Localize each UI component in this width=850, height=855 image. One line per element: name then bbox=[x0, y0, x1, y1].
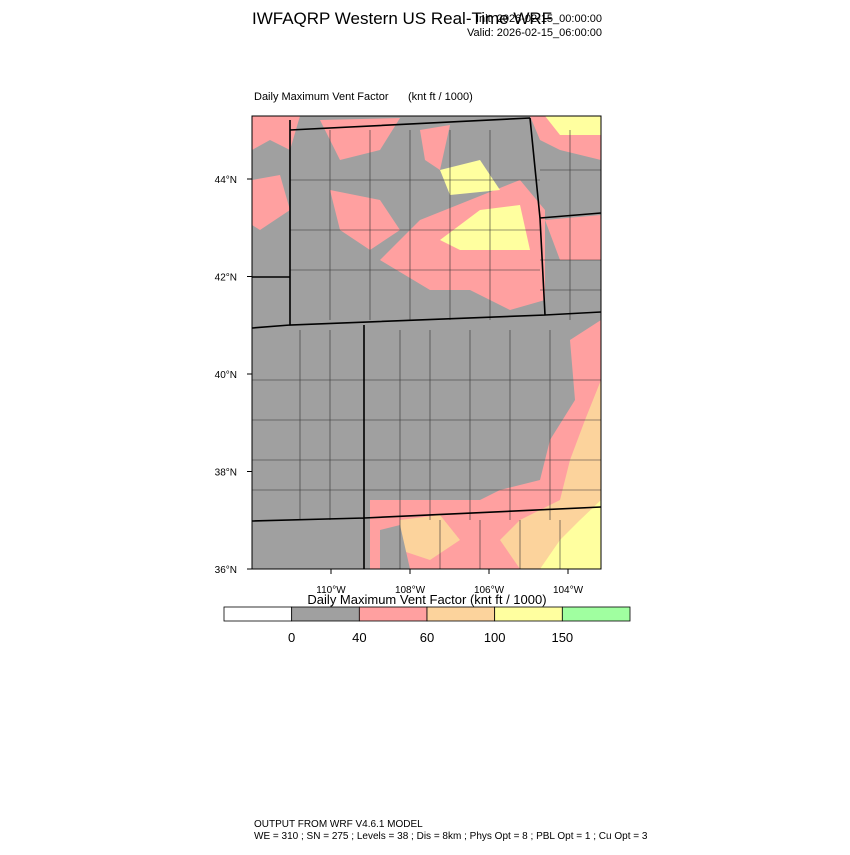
shade bbox=[370, 320, 601, 569]
colorbar-title: Daily Maximum Vent Factor (knt ft / 1000… bbox=[307, 592, 546, 607]
shade bbox=[545, 116, 601, 135]
colorbar-box bbox=[358, 606, 428, 622]
state-borders bbox=[252, 117, 601, 569]
shade bbox=[400, 515, 460, 560]
colorbar: 0 40 60 100 150 bbox=[223, 606, 631, 645]
shade bbox=[545, 215, 601, 260]
shade bbox=[540, 500, 601, 569]
lat-label: 44°N bbox=[215, 175, 237, 186]
lat-label: 42°N bbox=[215, 273, 237, 284]
lat-label: 36°N bbox=[215, 565, 237, 576]
colorbar-label: 150 bbox=[551, 630, 573, 645]
footer-line: WE = 310 ; SN = 275 ; Levels = 38 ; Dis … bbox=[254, 831, 648, 842]
shade bbox=[500, 380, 601, 569]
colorbar-label: 40 bbox=[352, 630, 366, 645]
colorbar-box bbox=[561, 606, 631, 622]
shade bbox=[252, 116, 300, 150]
lat-label: 38°N bbox=[215, 468, 237, 479]
title: IWFAQRP Western US Real-Time WRF bbox=[252, 9, 552, 28]
colorbar-label: 0 bbox=[288, 630, 295, 645]
colorbar-box bbox=[426, 606, 496, 622]
lat-label: 40°N bbox=[215, 370, 237, 381]
colorbar-label: 60 bbox=[420, 630, 434, 645]
lon-label: 106°W bbox=[474, 585, 505, 596]
shade bbox=[420, 125, 450, 170]
lon-label: 104°W bbox=[553, 585, 584, 596]
axes: 44°N 42°N 40°N 38°N 36°N 110°W 108°W 106°W 104°W bbox=[215, 175, 584, 596]
shade bbox=[440, 205, 530, 250]
map bbox=[251, 115, 602, 570]
colorbar-label: 100 bbox=[484, 630, 506, 645]
field-name: Daily Maximum Vent Factor bbox=[254, 91, 389, 103]
shade bbox=[330, 190, 400, 250]
lon-label: 110°W bbox=[316, 585, 346, 596]
colorbar-box bbox=[291, 606, 360, 622]
colorbar-box bbox=[223, 606, 293, 622]
footer-line: OUTPUT FROM WRF V4.6.1 MODEL bbox=[254, 819, 423, 830]
init-time: Init: 2026-02-15_00:00:00 bbox=[476, 13, 602, 25]
valid-time: Valid: 2026-02-15_06:00:00 bbox=[467, 27, 602, 39]
shade bbox=[252, 175, 290, 230]
map-fill bbox=[252, 116, 601, 569]
map-frame bbox=[251, 115, 602, 570]
field-units: (knt ft / 1000) bbox=[408, 91, 473, 103]
county-lines bbox=[252, 130, 601, 569]
shade bbox=[440, 160, 500, 195]
shade bbox=[380, 525, 410, 569]
colorbar-box bbox=[494, 606, 563, 622]
lon-label: 108°W bbox=[395, 585, 426, 596]
shade bbox=[320, 118, 400, 160]
